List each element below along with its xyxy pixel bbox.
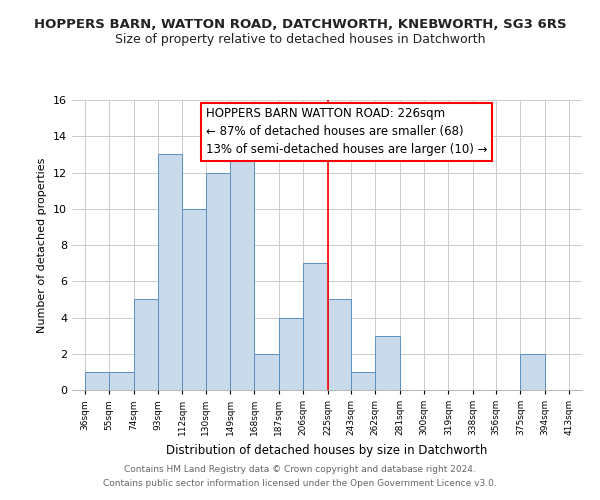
Text: Contains HM Land Registry data © Crown copyright and database right 2024.
Contai: Contains HM Land Registry data © Crown c… xyxy=(103,466,497,487)
Bar xyxy=(254,354,279,390)
Bar xyxy=(134,300,158,390)
Bar xyxy=(182,209,206,390)
Bar xyxy=(206,172,230,390)
Bar xyxy=(520,354,545,390)
Bar xyxy=(85,372,109,390)
Y-axis label: Number of detached properties: Number of detached properties xyxy=(37,158,47,332)
Text: HOPPERS BARN, WATTON ROAD, DATCHWORTH, KNEBWORTH, SG3 6RS: HOPPERS BARN, WATTON ROAD, DATCHWORTH, K… xyxy=(34,18,566,30)
X-axis label: Distribution of detached houses by size in Datchworth: Distribution of detached houses by size … xyxy=(166,444,488,456)
Bar xyxy=(351,372,375,390)
Bar xyxy=(109,372,134,390)
Bar xyxy=(158,154,182,390)
Bar xyxy=(375,336,400,390)
Bar xyxy=(279,318,303,390)
Text: HOPPERS BARN WATTON ROAD: 226sqm
← 87% of detached houses are smaller (68)
13% o: HOPPERS BARN WATTON ROAD: 226sqm ← 87% o… xyxy=(206,108,487,156)
Bar xyxy=(230,154,254,390)
Text: Size of property relative to detached houses in Datchworth: Size of property relative to detached ho… xyxy=(115,32,485,46)
Bar xyxy=(328,300,351,390)
Bar xyxy=(303,263,328,390)
